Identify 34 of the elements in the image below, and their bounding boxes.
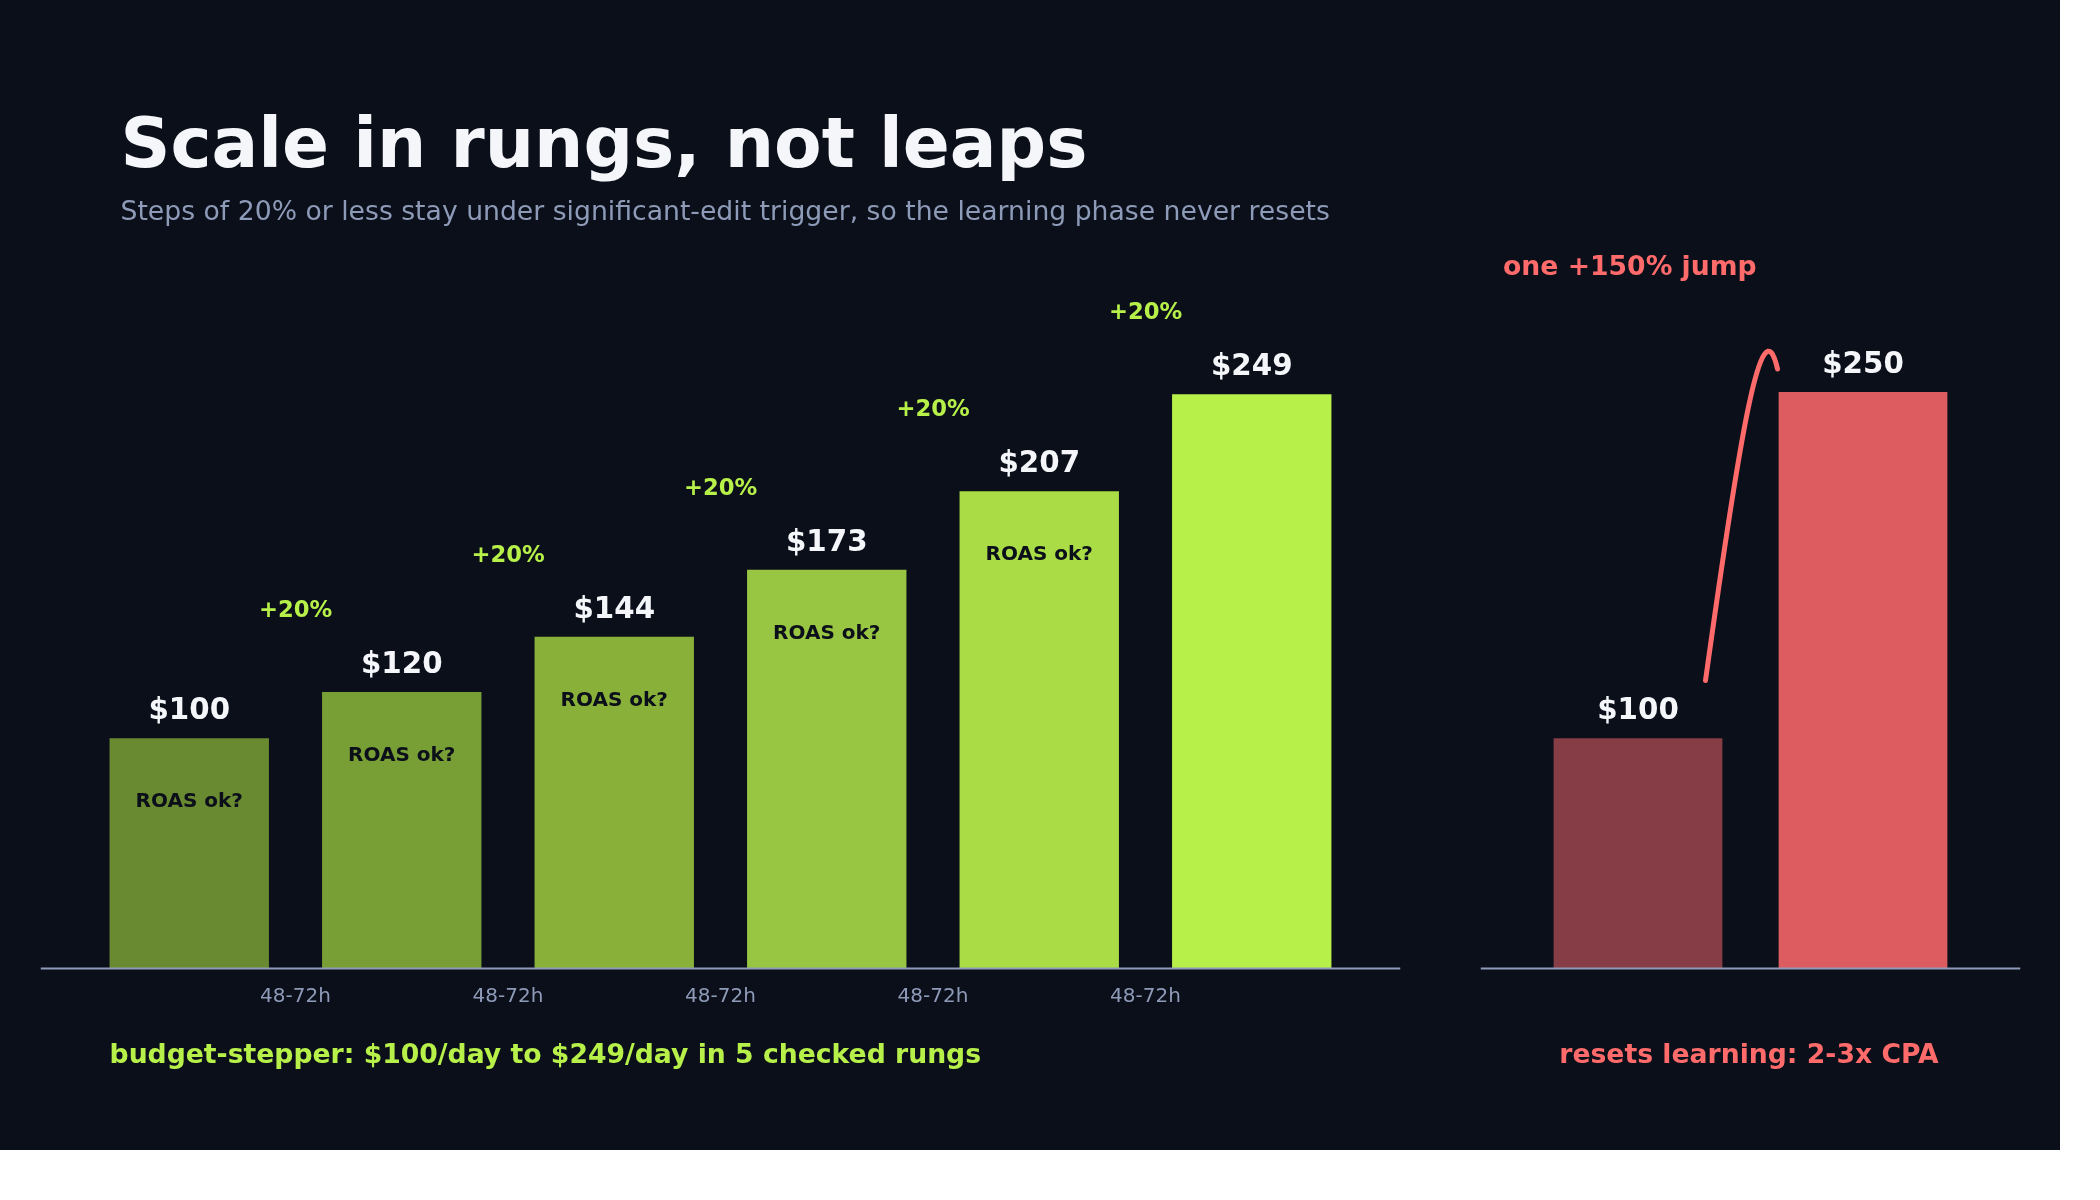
- data-label: $144: [573, 590, 656, 625]
- annotation: +20%: [471, 540, 545, 567]
- text: resets learning: 2-3x CPA: [1559, 1038, 1940, 1070]
- annotation: ROAS ok?: [135, 788, 243, 813]
- data-label: $207: [998, 445, 1081, 480]
- bar: [109, 738, 269, 969]
- chart-subtitle: Steps of 20% or less stay under significant-edit trigger, so the learning phase never resets: [120, 194, 1330, 226]
- data-label: $249: [1210, 348, 1293, 383]
- bar: [1172, 394, 1332, 969]
- annotation: ROAS ok?: [348, 742, 456, 767]
- text: 48-72h: [897, 982, 969, 1007]
- data-label: $173: [785, 523, 868, 558]
- bar: [959, 491, 1119, 969]
- bar: [747, 569, 907, 969]
- text: 48-72h: [1110, 982, 1181, 1007]
- annotation: ROAS ok?: [773, 619, 881, 644]
- data-label: $100: [1597, 692, 1679, 727]
- data-label: $250: [1822, 346, 1904, 381]
- bar: [534, 636, 694, 969]
- chart-title: Scale in rungs, not leaps: [120, 102, 1088, 183]
- data-label: $120: [360, 646, 443, 681]
- text: 48-72h: [472, 982, 544, 1007]
- text: 48-72h: [260, 982, 331, 1007]
- text: 48-72h: [685, 982, 756, 1007]
- data-label: $100: [148, 692, 231, 727]
- text: budget-stepper: $100/day to $249/day in 5 checked rungs: [109, 1038, 982, 1070]
- bar: [322, 692, 482, 969]
- annotation: ROAS ok?: [560, 686, 668, 711]
- annotation: +20%: [258, 595, 333, 622]
- text: +20%: [1108, 298, 1183, 325]
- annotation: +20%: [896, 395, 970, 422]
- annotation: ROAS ok?: [985, 541, 1093, 566]
- text: one +150% jump: [1503, 249, 1757, 281]
- annotation: +20%: [683, 473, 758, 500]
